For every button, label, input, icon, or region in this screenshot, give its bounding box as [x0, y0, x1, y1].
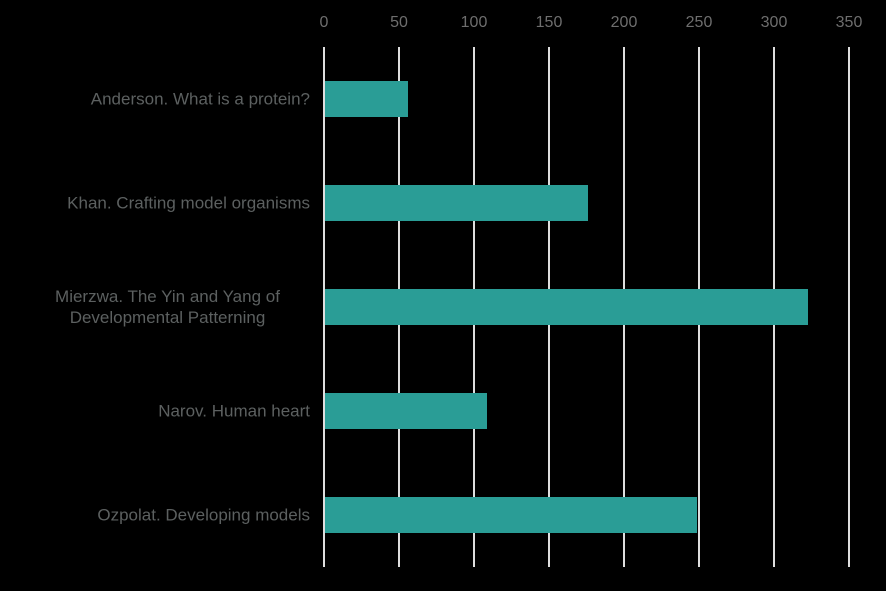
x-tick-label: 200	[610, 14, 638, 31]
bar	[325, 81, 408, 117]
x-tick-label: 150	[535, 14, 563, 31]
bar	[325, 185, 588, 221]
x-tick-label: 300	[760, 14, 788, 31]
x-tick-label: 250	[685, 14, 713, 31]
category-label: Anderson. What is a protein?	[90, 89, 310, 109]
x-tick-label: 350	[835, 14, 863, 31]
category-label: Mierzwa. The Yin and Yang of Development…	[55, 286, 280, 327]
x-tick-label: 0	[319, 14, 329, 31]
bar	[325, 289, 808, 325]
category-label: Narov. Human heart	[158, 401, 310, 421]
x-tick-label: 50	[390, 14, 408, 31]
bar	[325, 393, 487, 429]
bar	[325, 497, 697, 533]
gridline	[323, 47, 325, 567]
x-tick-label: 100	[460, 14, 488, 31]
category-label: Ozpolat. Developing models	[97, 505, 310, 525]
category-label: Khan. Crafting model organisms	[67, 193, 310, 213]
gridline	[848, 47, 850, 567]
